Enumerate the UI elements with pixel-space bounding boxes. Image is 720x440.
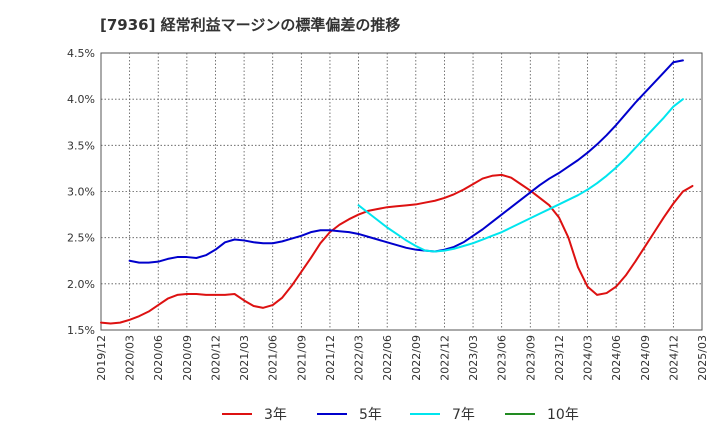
legend-label-2: 5年 (359, 407, 382, 423)
x-tick-label: 2023/12 (553, 335, 566, 381)
x-tick-label: 2020/12 (209, 335, 222, 381)
x-tick-label: 2022/09 (410, 335, 423, 381)
x-tick-label: 2024/09 (639, 335, 652, 381)
x-tick-label: 2020/09 (181, 335, 194, 381)
x-tick-label: 2020/03 (124, 335, 137, 381)
chart-title: [7936] 経常利益マージンの標準偏差の推移 (100, 16, 401, 34)
x-tick-label: 2022/06 (381, 335, 394, 381)
x-tick-label: 2021/03 (238, 335, 251, 381)
axis-layer: 2019/12 2020/03 2020/06 2020/09 2020/12 2021/… (67, 47, 709, 381)
x-tick-label: 2021/12 (324, 335, 337, 381)
legend-label-4: 10年 (547, 407, 579, 423)
x-tick-label: 2024/06 (610, 335, 623, 381)
y-tick-label: 4.0% (67, 93, 95, 106)
series-line-2 (128, 59, 684, 264)
y-tick-label: 3.5% (67, 139, 95, 152)
series-line-3 (357, 98, 684, 253)
x-tick-label: 2019/12 (95, 335, 108, 381)
y-tick-label: 2.0% (67, 278, 95, 291)
y-tick-label: 4.5% (67, 47, 95, 60)
x-tick-label: 2025/03 (696, 335, 709, 381)
grid-layer (100, 52, 703, 331)
x-tick-label: 2021/06 (267, 335, 280, 381)
x-tick-label: 2024/12 (667, 335, 680, 381)
x-tick-label: 2020/06 (152, 335, 165, 381)
x-tick-label: 2023/03 (467, 335, 480, 381)
x-tick-label: 2022/03 (353, 335, 366, 381)
x-tick-label: 2024/03 (582, 335, 595, 381)
series-layer (100, 59, 694, 325)
x-tick-label: 2023/06 (496, 335, 509, 381)
x-tick-label: 2021/09 (295, 335, 308, 381)
x-tick-label: 2023/09 (524, 335, 537, 381)
y-tick-label: 2.5% (67, 232, 95, 245)
x-tick-label: 2022/12 (438, 335, 451, 381)
y-tick-label: 3.0% (67, 186, 95, 199)
series-line-1 (100, 173, 694, 325)
legend-label-1: 3年 (264, 407, 287, 423)
legend-label-3: 7年 (452, 407, 475, 423)
y-tick-label: 1.5% (67, 324, 95, 337)
legend: 3年 5年 7年 10年 (222, 407, 579, 423)
